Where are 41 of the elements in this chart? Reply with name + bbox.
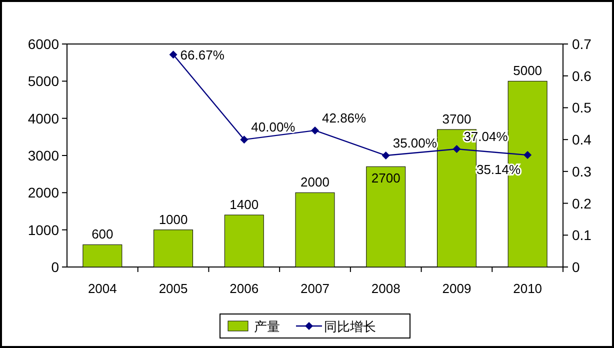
data-label: 2000 bbox=[300, 174, 330, 190]
y2-tick-label: 0.4 bbox=[572, 132, 592, 148]
point bbox=[524, 151, 532, 160]
y2-tick-label: 0.2 bbox=[572, 195, 592, 212]
data-label: 600 bbox=[92, 226, 114, 242]
y2-tick-label: 0.6 bbox=[572, 68, 592, 84]
point bbox=[240, 136, 248, 144]
y2-tick-label: 0.7 bbox=[572, 36, 592, 52]
x-tick-label: 2007 bbox=[300, 281, 330, 296]
y-tick-label: 5000 bbox=[28, 73, 60, 90]
y-tick-label: 1000 bbox=[28, 222, 60, 238]
data-label: 5000 bbox=[513, 63, 542, 78]
data-label: 1000 bbox=[158, 212, 188, 227]
data-label: 2700 bbox=[371, 170, 400, 186]
x-tick-label: 2004 bbox=[88, 281, 117, 296]
data-label: 42.86% bbox=[322, 110, 367, 126]
y-tick-label: 2000 bbox=[28, 184, 60, 201]
x-tick-label: 2009 bbox=[442, 281, 472, 296]
x-tick-label: 2006 bbox=[230, 281, 259, 296]
data-label: 35.00% bbox=[392, 136, 438, 150]
legend-label: 产量 bbox=[254, 319, 280, 334]
x-tick-label: 2005 bbox=[158, 281, 188, 296]
point bbox=[169, 50, 178, 59]
point bbox=[311, 126, 319, 134]
data-label: 1400 bbox=[230, 196, 259, 212]
data-label: 40.00% bbox=[251, 120, 296, 135]
legend-label: 同比增长 bbox=[324, 319, 376, 334]
y2-tick-label: 0 bbox=[572, 259, 580, 275]
y2-tick-label: 0.1 bbox=[572, 227, 592, 244]
y-tick-label: 6000 bbox=[28, 36, 60, 52]
data-label: 66.67% bbox=[180, 48, 225, 63]
y2-tick-label: 0.5 bbox=[572, 100, 592, 116]
y2-tick-label: 0.3 bbox=[572, 163, 592, 180]
point bbox=[382, 152, 390, 160]
x-tick-label: 2008 bbox=[371, 281, 400, 296]
data-label: 3700 bbox=[442, 111, 472, 126]
point bbox=[452, 145, 461, 153]
y-tick-label: 4000 bbox=[28, 110, 60, 126]
y-tick-label: 0 bbox=[51, 259, 60, 275]
x-tick-label: 2010 bbox=[513, 281, 542, 296]
y-tick-label: 3000 bbox=[28, 148, 60, 164]
